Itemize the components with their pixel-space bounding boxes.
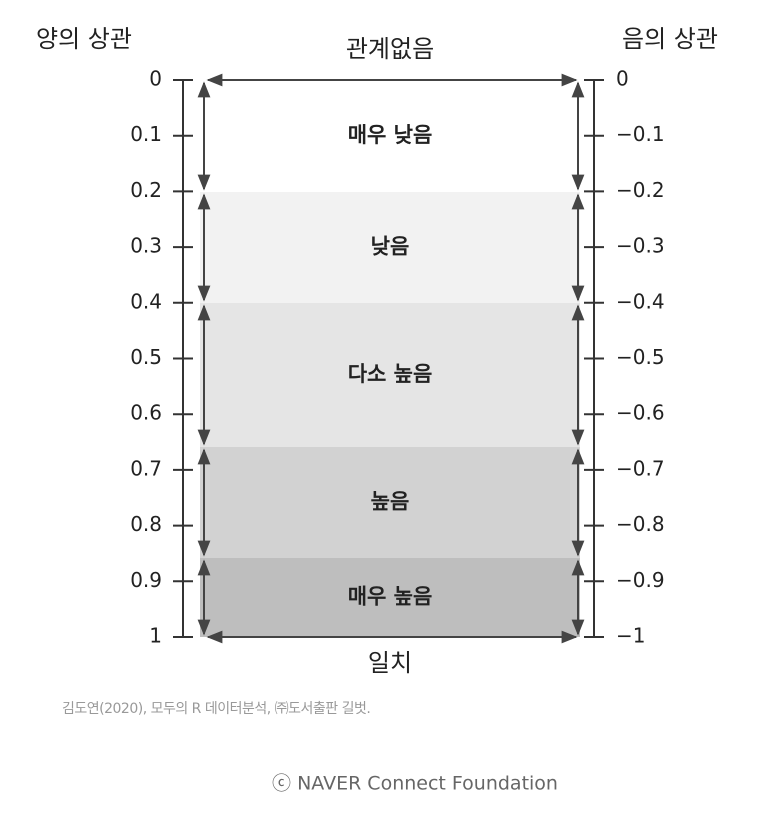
right-tick-label: 0 xyxy=(616,67,629,91)
left-tick-label: 1 xyxy=(149,624,162,648)
band xyxy=(200,192,580,303)
right-tick-label: −0.4 xyxy=(616,289,665,313)
left-title: 양의 상관 xyxy=(36,25,132,53)
bands xyxy=(200,80,580,637)
right-tick-label: −1 xyxy=(616,624,645,648)
left-tick-label: 0.6 xyxy=(130,401,162,425)
top-label: 관계없음 xyxy=(346,35,434,63)
left-tick-label: 0.8 xyxy=(130,512,162,536)
right-tick-label: −0.9 xyxy=(616,568,665,592)
citation: 김도연(2020), 모두의 R 데이터분석, ㈜도서출판 길벗. xyxy=(62,701,370,717)
right-title: 음의 상관 xyxy=(622,25,718,53)
left-tick-label: 0.3 xyxy=(130,234,162,258)
right-tick-label: −0.3 xyxy=(616,234,665,258)
band-label: 매우 낮음 xyxy=(348,123,433,147)
band-label: 낮음 xyxy=(371,235,410,259)
left-tick-label: 0.9 xyxy=(130,568,162,592)
left-tick-label: 0 xyxy=(149,67,162,91)
left-tick-label: 0.4 xyxy=(130,289,162,313)
left-tick-label: 0.2 xyxy=(130,178,162,202)
left-tick-label: 0.1 xyxy=(130,122,162,146)
right-tick-label: −0.8 xyxy=(616,512,665,536)
left-tick-label: 0.7 xyxy=(130,456,162,480)
left-tick-label: 0.5 xyxy=(130,345,162,369)
band-label: 높음 xyxy=(371,490,410,514)
right-tick-label: −0.1 xyxy=(616,122,665,146)
band xyxy=(200,80,580,192)
band xyxy=(200,447,580,558)
band xyxy=(200,558,580,637)
band-label: 다소 높음 xyxy=(348,362,433,386)
right-tick-label: −0.6 xyxy=(616,401,665,425)
band xyxy=(200,303,580,447)
band-label: 매우 높음 xyxy=(348,585,433,609)
right-tick-label: −0.7 xyxy=(616,456,665,480)
bottom-label: 일치 xyxy=(368,649,412,677)
right-tick-label: −0.2 xyxy=(616,178,665,202)
right-tick-label: −0.5 xyxy=(616,345,665,369)
footer: ⓒ NAVER Connect Foundation xyxy=(272,773,558,795)
